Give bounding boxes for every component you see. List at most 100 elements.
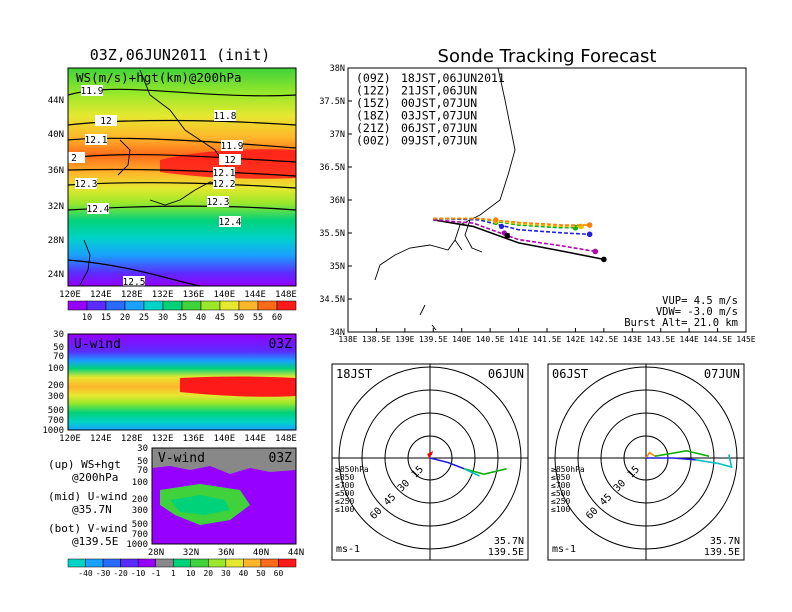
ws-lon-tick: 128E (121, 290, 143, 300)
track-lon-tick: 144.5E (703, 335, 732, 344)
hodograph-left-label: 06JST (552, 367, 588, 381)
ws-lat-tick: 24N (48, 270, 64, 280)
hodograph-legend-item: ≤500 (551, 489, 570, 498)
ws-colorbar-tick: 20 (120, 313, 130, 323)
legend-up-2: @200hPa (72, 471, 118, 484)
contour-label: 12.1 (213, 168, 236, 179)
track-legend-run: (00Z) (356, 134, 391, 148)
hodograph-trace (429, 457, 465, 470)
landing-point (586, 231, 593, 238)
hodograph-legend-item: ≤850 (551, 473, 570, 482)
ws-lon-tick: 140E (213, 290, 235, 300)
vwind-colorbar-segment (172, 558, 192, 568)
uwind-y-tick: 700 (48, 416, 64, 426)
vwind-time: 03Z (269, 451, 293, 466)
legend-bot-2: @139.5E (72, 535, 118, 548)
track-lat-tick: 35.5N (319, 229, 345, 239)
ws-lat-tick: 28N (48, 236, 64, 246)
contour-label: 12.2 (213, 179, 236, 190)
contour-label: 12.3 (207, 197, 230, 208)
track-lon-tick: 139E (395, 335, 414, 344)
hodograph-legend-item: ≤700 (551, 481, 570, 490)
uwind-y-tick: 300 (48, 392, 64, 402)
contour-label: 12.1 (85, 135, 108, 146)
ws-colorbar-tick: 40 (196, 313, 206, 323)
uwind-x-ticks: 120E 124E 128E 132E 136E 140E 144E 148E (59, 434, 297, 444)
ws-colorbar-tick: 45 (215, 313, 225, 323)
contour-label: 11.9 (221, 141, 244, 152)
ws-colorbar: 10 15 20 25 30 35 40 45 50 55 60 (67, 300, 297, 323)
ws-label: WS(m/s)+hgt(km)@200hPa (76, 70, 242, 85)
uwind-x-tick: 148E (275, 434, 297, 444)
hodograph-unit: ms-1 (336, 544, 360, 555)
track-lat-tick: 37N (330, 130, 345, 140)
ws-lon-tick: 136E (183, 290, 205, 300)
contour-label-bg (85, 134, 107, 145)
track-lon-tick: 143E (623, 335, 642, 344)
vwind-colorbar-segment (225, 558, 244, 568)
track-legend-time: 00JST,07JUN (401, 96, 477, 110)
track-legend-time: 21JST,06JUN (401, 84, 477, 98)
uwind-y-tick: 30 (53, 330, 64, 340)
hodograph-legend-item: ≤700 (335, 481, 354, 490)
vwind-colorbar-segment (243, 558, 262, 568)
hodograph-trace (695, 454, 733, 469)
contour-label-bg (219, 154, 241, 165)
track-lat-tick: 36N (330, 196, 345, 206)
contour-label-bg (214, 110, 236, 121)
ws-map-frame (67, 67, 297, 287)
contour-label-bg (207, 196, 229, 207)
track-legend-time: 18JST,06JUN2011 (401, 71, 505, 85)
vwind-colorbar-tick: 1 (171, 569, 176, 578)
track-info-line: Burst Alt= 21.0 km (624, 317, 738, 329)
contour-label-bg (75, 178, 97, 189)
hodograph-lon: 139.5E (488, 547, 524, 558)
ws-colorbar-segment (124, 300, 145, 311)
vwind-colorbar-tick: -20 (113, 569, 128, 578)
track-lon-tick: 141E (509, 335, 528, 344)
uwind-y-tick: 70 (53, 352, 64, 362)
burst-marker (504, 233, 510, 239)
legend-mid-1: (mid) U-wind (48, 490, 127, 503)
ws-colorbar-tick: 55 (253, 313, 263, 323)
track-lon-tick: 144E (680, 335, 699, 344)
left-panel-title: 03Z,06JUN2011 (init) (90, 46, 271, 64)
ws-colorbar-segment (162, 300, 183, 311)
track-info-line: VDW= -3.0 m/s (656, 306, 738, 318)
vwind-y-tick: 500 (132, 520, 148, 530)
contour-label: 12.3 (75, 179, 98, 190)
hodograph-lat: 35.7N (710, 536, 740, 547)
track-line (433, 217, 590, 226)
track-lat-tick: 37.5N (319, 97, 345, 107)
burst-point (493, 217, 499, 223)
vwind-colorbar-tick: -40 (78, 569, 93, 578)
hodograph-legend-item: ≥850hPa (335, 465, 369, 474)
burst-point (498, 223, 505, 229)
uwind-y-tick: 500 (48, 406, 64, 416)
ws-lat-tick: 40N (48, 130, 64, 140)
panel-legend: (up) WS+hgt @200hPa (mid) U-wind @35.7N … (48, 458, 127, 548)
hodograph-unit: ms-1 (552, 544, 576, 555)
landing-point (592, 248, 599, 255)
hodograph-legend-item: ≤250 (551, 497, 570, 506)
contour-label: 12.4 (219, 217, 242, 228)
track-lat-tick: 34N (330, 328, 345, 338)
vwind-colorbar-segment (155, 558, 174, 568)
hodograph-lon: 139.5E (704, 547, 740, 558)
vwind-y-tick: 700 (132, 530, 148, 540)
vwind-y-tick: 70 (137, 466, 148, 476)
track-lon-tick: 139.5E (419, 335, 448, 344)
vwind-colorbar-tick: -10 (131, 569, 146, 578)
contour-label: 12 (224, 155, 235, 166)
ws-lon-tick: 148E (275, 290, 297, 300)
contour-labels: 11.912 11.812.111.91212.112.212.312.312.4… (63, 85, 244, 288)
hodograph-legend-item: ≥850hPa (551, 465, 585, 474)
vwind-x-tick: 36N (218, 548, 234, 558)
track-legend-time: 09JST,07JUN (401, 134, 477, 148)
vwind-colorbar-segment (137, 558, 156, 568)
track-lon-ticks: 138E 138.5E 139E 139.5E 140E 140.5E 141E 141.5E… (338, 328, 756, 344)
